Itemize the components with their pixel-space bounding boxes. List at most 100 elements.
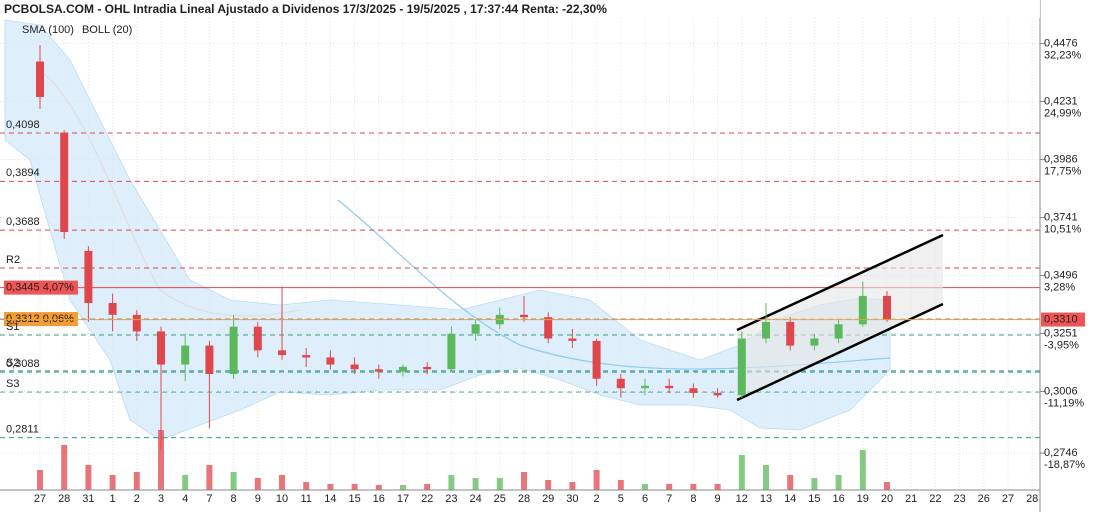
volume-bar bbox=[617, 480, 624, 490]
volume-bar bbox=[182, 475, 189, 490]
candle-body bbox=[520, 314, 528, 318]
y-tick-change: 3,28% bbox=[1044, 281, 1075, 293]
y-tick-label: 0,3496 bbox=[1044, 269, 1078, 281]
x-tick-label: 22 bbox=[421, 493, 433, 505]
y-tick-change: 10,51% bbox=[1044, 223, 1082, 235]
volume-bar bbox=[448, 475, 455, 490]
y-tick-change: -18,87% bbox=[1044, 459, 1085, 471]
volume-bar bbox=[37, 470, 43, 490]
volume-bar bbox=[545, 480, 552, 490]
x-tick-label: 26 bbox=[978, 493, 990, 505]
x-tick-label: 2 bbox=[134, 493, 140, 505]
channel-top bbox=[736, 233, 944, 332]
candle-body bbox=[181, 345, 190, 365]
candle-body bbox=[471, 324, 480, 334]
volume-bar bbox=[642, 484, 648, 490]
candle-body bbox=[834, 324, 843, 339]
x-tick-label: 20 bbox=[881, 493, 893, 505]
volume-bar bbox=[254, 478, 261, 490]
candle-body bbox=[641, 385, 649, 389]
volume-bar bbox=[835, 475, 842, 490]
last-price-label: 0,3310 bbox=[1044, 313, 1078, 325]
x-tick-label: 2 bbox=[594, 493, 600, 505]
x-tick-label: 9 bbox=[255, 493, 261, 505]
volume-bar bbox=[859, 450, 866, 490]
title-bg bbox=[0, 0, 1040, 18]
y-tick-change: -3,95% bbox=[1044, 339, 1079, 351]
x-tick-label: 15 bbox=[808, 493, 820, 505]
x-tick-label: 23 bbox=[445, 493, 457, 505]
chart-title: PCBOLSA.COM - OHL Intradia Lineal Ajusta… bbox=[4, 2, 607, 16]
x-tick-label: 28 bbox=[518, 493, 530, 505]
candle-body bbox=[762, 321, 770, 339]
candle-body bbox=[858, 295, 867, 325]
y-tick-label: 0,2746 bbox=[1044, 447, 1078, 459]
x-tick-label: 8 bbox=[690, 493, 696, 505]
x-tick-label: 28 bbox=[1026, 493, 1038, 505]
candle-body bbox=[447, 333, 456, 370]
candle-body bbox=[568, 338, 577, 341]
x-tick-label: 11 bbox=[300, 493, 311, 505]
x-tick-label: 6 bbox=[642, 493, 648, 505]
channel-fill bbox=[737, 235, 943, 400]
level-label: S3 bbox=[6, 378, 19, 390]
x-tick-label: 17 bbox=[397, 493, 409, 505]
candle-body bbox=[302, 355, 311, 358]
candle-body bbox=[205, 345, 214, 375]
x-tick-label: 3 bbox=[158, 493, 164, 505]
y-tick-label: 0,3986 bbox=[1044, 153, 1078, 165]
volume-bar bbox=[327, 484, 334, 490]
bollinger-mid bbox=[39, 69, 301, 317]
x-tick-label: 29 bbox=[542, 493, 554, 505]
y-tick-change: 24,99% bbox=[1044, 107, 1082, 119]
level-label: 0,2811 bbox=[6, 424, 39, 436]
candle-body bbox=[737, 338, 746, 396]
x-tick-label: 22 bbox=[929, 493, 941, 505]
volume-bar bbox=[133, 472, 140, 490]
candle-body bbox=[108, 302, 117, 315]
x-tick-label: 14 bbox=[324, 493, 336, 505]
level-label: S1 bbox=[6, 321, 19, 333]
x-tick-label: 4 bbox=[182, 493, 188, 505]
volume-bar bbox=[279, 475, 285, 490]
volume-bar bbox=[714, 484, 721, 490]
candle-body bbox=[665, 385, 674, 389]
volume-bar bbox=[763, 465, 769, 490]
candle-body bbox=[278, 350, 286, 356]
y-tick-change: 32,23% bbox=[1044, 49, 1082, 61]
y-tick-change: 17,75% bbox=[1044, 165, 1082, 177]
candle-body bbox=[786, 321, 795, 346]
volume-bar bbox=[375, 485, 382, 490]
y-tick-label: 0,3741 bbox=[1044, 211, 1078, 223]
level-label: 0,3445 4,07% bbox=[6, 282, 74, 294]
volume-bar bbox=[424, 484, 431, 490]
volume-bar bbox=[666, 484, 673, 490]
legend-entry: BOLL (20) bbox=[82, 24, 132, 36]
y-tick-change: -11,19% bbox=[1044, 397, 1084, 409]
x-tick-label: 31 bbox=[82, 493, 94, 505]
x-tick-label: 28 bbox=[58, 493, 70, 505]
volume-bar bbox=[787, 475, 794, 490]
candle-body bbox=[544, 317, 553, 339]
x-tick-label: 25 bbox=[494, 493, 506, 505]
x-tick-label: 27 bbox=[34, 493, 46, 505]
volume-bar bbox=[109, 475, 116, 490]
x-tick-label: 19 bbox=[857, 493, 869, 505]
x-tick-label: 9 bbox=[715, 493, 721, 505]
x-tick-label: 8 bbox=[231, 493, 237, 505]
x-tick-label: 7 bbox=[666, 493, 672, 505]
level-label: 0,4098 bbox=[6, 119, 40, 131]
volume-bar bbox=[206, 465, 213, 490]
candle-body bbox=[350, 364, 359, 370]
candle-body bbox=[157, 331, 165, 365]
candle-body bbox=[399, 366, 407, 372]
volume-bar bbox=[472, 478, 479, 490]
candle-body bbox=[36, 61, 44, 98]
candle-body bbox=[616, 378, 625, 389]
level-label: 0,3312 0,06% bbox=[6, 313, 74, 325]
volume-bar bbox=[230, 472, 237, 490]
x-tick-label: 15 bbox=[348, 493, 360, 505]
candle-body bbox=[374, 369, 383, 372]
legend-entry: SMA (100) bbox=[22, 24, 74, 36]
